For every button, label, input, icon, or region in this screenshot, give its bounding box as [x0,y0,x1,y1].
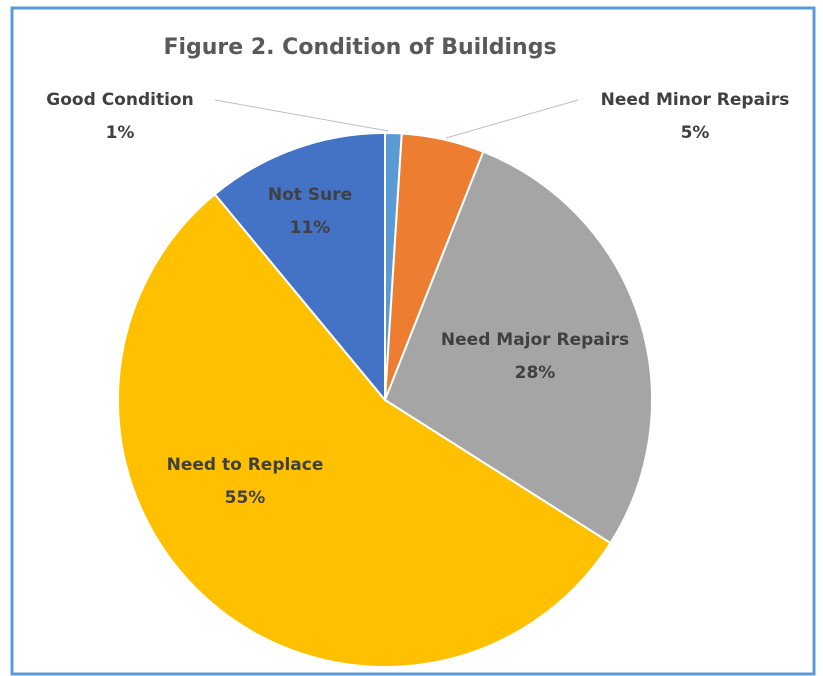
slice-value-label: 11% [290,218,331,238]
slice-label: Not Sure [268,185,352,205]
chart-title: Figure 2. Condition of Buildings [163,35,556,60]
slice-label: Need to Replace [167,455,324,475]
slice-label: Good Condition [46,90,193,110]
slice-label: Need Major Repairs [441,330,629,350]
slice-value-label: 55% [225,488,266,508]
slice-value-label: 1% [106,123,135,143]
pie-slice [117,192,612,668]
slice-label: Need Minor Repairs [601,90,790,110]
pie-slice [383,150,653,545]
frame [10,6,816,676]
pie-slice [213,131,386,403]
leader-line [214,99,389,132]
slice-value-label: 5% [681,123,710,143]
leader-line [445,99,579,139]
slice-value-label: 28% [515,363,556,383]
